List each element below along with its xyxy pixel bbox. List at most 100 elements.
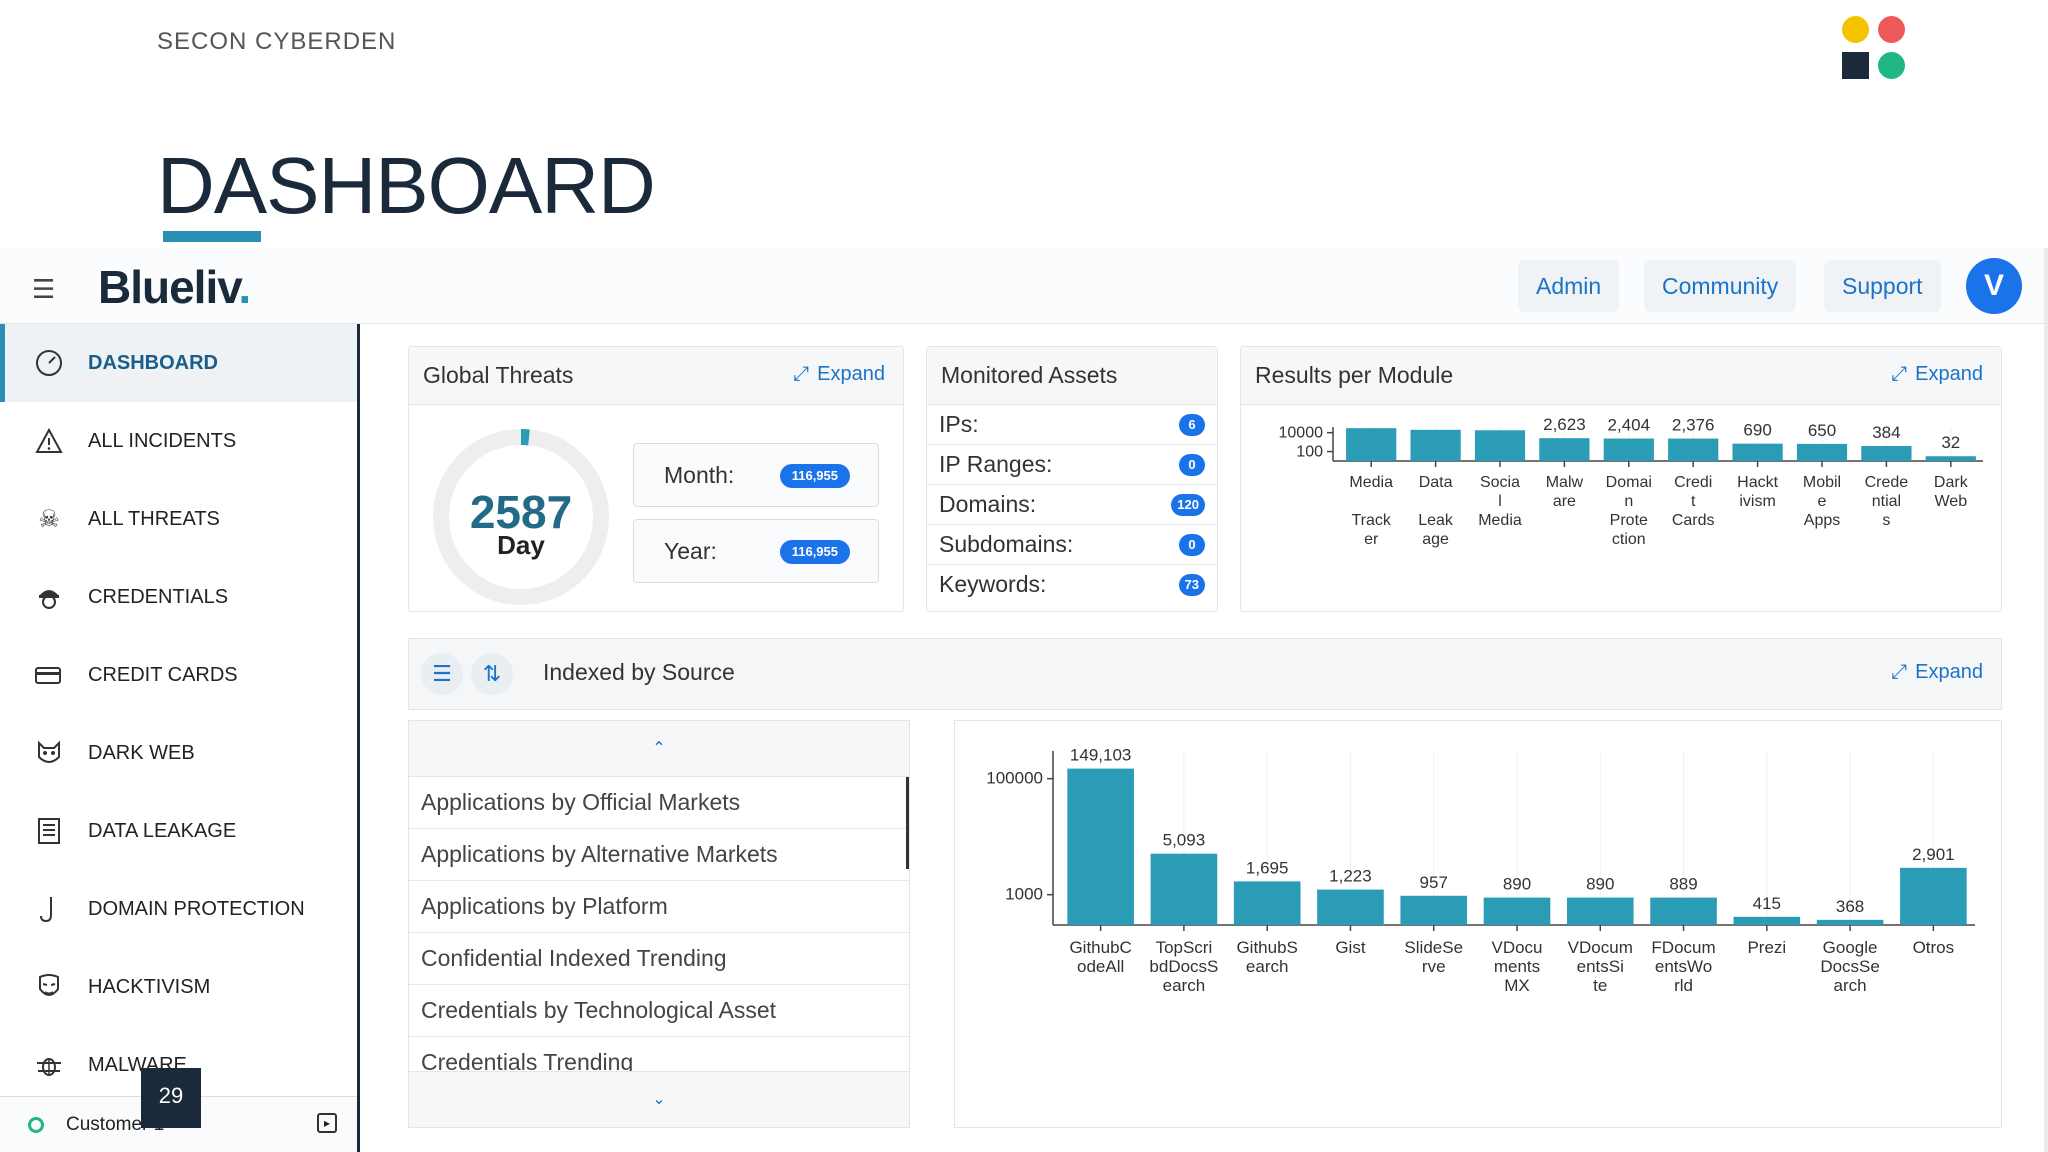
expand-icon: ⤢	[1891, 363, 1908, 385]
y-tick-label: 100	[1296, 444, 1323, 461]
bar	[1650, 897, 1717, 925]
topbar: ☰ Blueliv. Admin Community Support V	[0, 248, 2048, 324]
warning-icon	[34, 426, 64, 456]
data-label: 2,404	[1608, 416, 1651, 435]
x-tick-label: te	[1593, 976, 1607, 995]
community-button[interactable]: Community	[1644, 260, 1797, 312]
list-item[interactable]: Confidential Indexed Trending	[409, 933, 909, 985]
data-label: 1,223	[1329, 867, 1372, 886]
chevron-up-icon: ⌃	[652, 740, 666, 757]
sidebar-item-dark-web[interactable]: DARK WEB	[0, 714, 357, 792]
list-item[interactable]: Applications by Platform	[409, 881, 909, 933]
list-icon: ☰	[432, 661, 452, 686]
bar	[1796, 443, 1848, 461]
global-threats-card: Global Threats ⤢ Expand 2587 Day Month: 1…	[408, 346, 904, 612]
monitored-assets-card: Monitored Assets IPs: 6 IP Ranges: 0 Domai…	[926, 346, 1218, 612]
indexed-by-source-toolbar: ☰ ⇅ Indexed by Source ⤢ Expand	[408, 638, 2002, 710]
data-label: 368	[1836, 897, 1864, 916]
count-badge: 120	[1171, 494, 1205, 516]
list-item[interactable]: Applications by Official Markets	[409, 777, 909, 829]
scroll-up-button[interactable]: ⌃	[409, 721, 909, 777]
list-scrollbar[interactable]	[906, 777, 909, 869]
data-label: 957	[1420, 873, 1448, 892]
bar	[1816, 919, 1884, 925]
asset-row-subdomains[interactable]: Subdomains: 0	[927, 525, 1217, 565]
indexed-by-source-chart-card: 1000 100000 149,103 GithubC odeAll 5,093 TopSc…	[954, 720, 2002, 1128]
scroll-down-button[interactable]: ⌄	[409, 1071, 909, 1127]
expand-link[interactable]: ⤢ Expand	[1891, 363, 1983, 385]
data-label: 2,623	[1543, 415, 1586, 434]
list-item[interactable]: Credentials by Technological Asset	[409, 985, 909, 1037]
bar	[1900, 867, 1967, 925]
x-tick-label: DocsSe	[1820, 957, 1880, 976]
bar	[1539, 438, 1590, 461]
bar	[1067, 768, 1134, 925]
spy-icon	[34, 582, 64, 612]
day-ring-gauge	[433, 428, 609, 605]
hamburger-menu-icon[interactable]: ☰	[32, 274, 56, 304]
data-label: 149,103	[1070, 746, 1131, 765]
support-button[interactable]: Support	[1824, 260, 1941, 312]
list-view-button[interactable]: ☰	[421, 653, 463, 695]
sidebar-item-credentials[interactable]: CREDENTIALS	[0, 558, 357, 636]
expand-link[interactable]: ⤢ Expand	[793, 363, 885, 385]
results-per-module-card: Results per Module ⤢ Expand 100 10000 Media…	[1240, 346, 2002, 612]
y-tick-label: 10000	[1279, 425, 1324, 442]
x-tick-label: Hackt	[1737, 474, 1778, 491]
x-tick-label: TopScri	[1156, 938, 1213, 957]
window-edge	[2044, 248, 2048, 1152]
y-tick-label: 1000	[1005, 885, 1043, 904]
x-tick-label: GithubC	[1069, 938, 1131, 957]
bar	[1400, 895, 1468, 925]
sidebar-item-domain-protection[interactable]: DOMAIN PROTECTION	[0, 870, 357, 948]
bar	[1346, 428, 1397, 461]
expand-icon: ⤢	[793, 363, 810, 385]
x-tick-label: Prezi	[1747, 938, 1786, 957]
count-badge: 0	[1179, 454, 1205, 476]
x-tick-label: ments	[1494, 957, 1540, 976]
count-badge: 0	[1179, 534, 1205, 556]
x-tick-label: arch	[1834, 976, 1867, 995]
card-header: Monitored Assets	[927, 347, 1217, 405]
bar	[1603, 438, 1654, 461]
x-tick-label: Malw	[1546, 474, 1584, 491]
slide-title: DASHBOARD	[157, 141, 656, 230]
sidebar-item-label: HACKTIVISM	[88, 975, 211, 998]
sidebar-item-data-leakage[interactable]: DATA LEAKAGE	[0, 792, 357, 870]
user-avatar[interactable]: V	[1966, 258, 2022, 314]
switch-customer-icon[interactable]: ▸	[317, 1113, 337, 1133]
sidebar-item-credit-cards[interactable]: CREDIT CARDS	[0, 636, 357, 714]
admin-button[interactable]: Admin	[1518, 260, 1620, 312]
sidebar-item-hacktivism[interactable]: HACKTIVISM	[0, 948, 357, 1026]
bar	[1733, 916, 1801, 925]
sidebar-item-dashboard[interactable]: DASHBOARD	[0, 324, 357, 402]
x-tick-label: entsWo	[1655, 957, 1712, 976]
sort-button[interactable]: ⇅	[471, 653, 513, 695]
data-label: 2,376	[1672, 416, 1715, 435]
x-tick-label: earch	[1163, 976, 1206, 995]
list-item[interactable]: Applications by Alternative Markets	[409, 829, 909, 881]
asset-row-ip-ranges[interactable]: IP Ranges: 0	[927, 445, 1217, 485]
x-tick-label: Otros	[1913, 938, 1955, 957]
credit-card-icon	[34, 660, 64, 690]
sidebar-item-all-incidents[interactable]: ALL INCIDENTS	[0, 402, 357, 480]
card-title: Global Threats	[423, 362, 574, 388]
customer-name: Customer 1	[66, 1113, 165, 1135]
expand-link[interactable]: ⤢ Expand	[1891, 661, 1983, 683]
hook-icon	[34, 894, 64, 924]
blueliv-logo[interactable]: Blueliv.	[98, 261, 251, 313]
sidebar-item-all-threats[interactable]: ☠ ALL THREATS	[0, 480, 357, 558]
sidebar-item-label: CREDIT CARDS	[88, 663, 238, 686]
title-underline	[163, 231, 261, 242]
asset-row-keywords[interactable]: Keywords: 73	[927, 565, 1217, 605]
asset-row-ips[interactable]: IPs: 6	[927, 405, 1217, 445]
x-tick-label: Web	[1934, 493, 1967, 510]
count-badge: 6	[1179, 414, 1205, 436]
x-tick-label: Dark	[1934, 474, 1969, 491]
sidebar-item-label: ALL INCIDENTS	[88, 429, 237, 452]
asset-row-domains[interactable]: Domains: 120	[927, 485, 1217, 525]
y-tick-label: 100000	[986, 769, 1043, 788]
x-tick-label: odeAll	[1077, 957, 1124, 976]
card-title: Monitored Assets	[941, 362, 1118, 388]
